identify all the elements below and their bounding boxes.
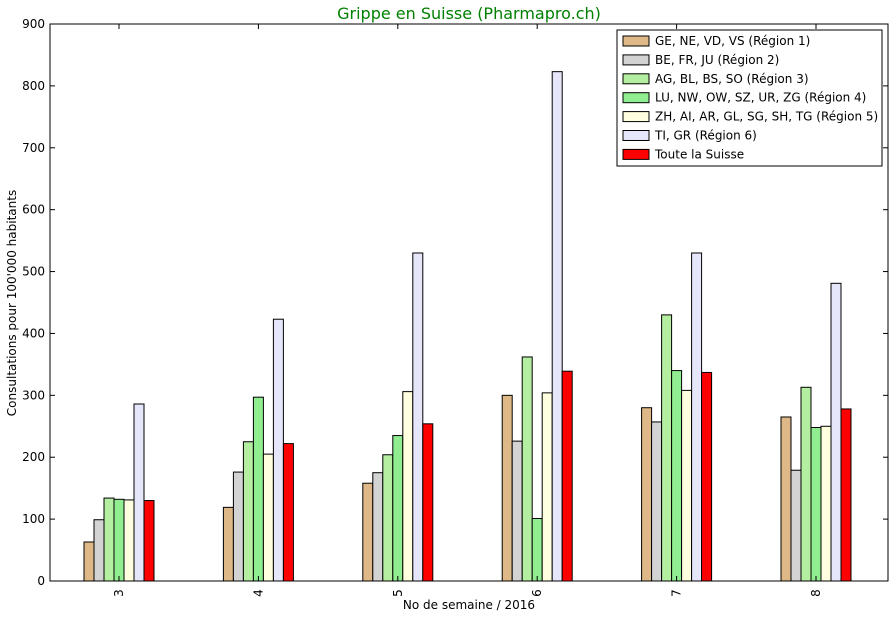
y-tick-label: 100 [22, 512, 45, 526]
bar-series7-week-7 [701, 371, 713, 582]
legend-label: LU, NW, OW, SZ, UR, ZG (Région 4) [655, 91, 866, 105]
bar-series5-week-8 [820, 425, 832, 582]
bar-series4-week-6 [531, 517, 543, 582]
bar-series5-week-3 [123, 499, 135, 582]
ticks-group: 0 100 200 300 400 500 600 700 800 900 3 4 5 6 7 8 [22, 17, 888, 597]
legend-label: TI, GR (Région 6) [654, 129, 757, 143]
bar-series1-week-8 [780, 416, 792, 582]
chart-title: Grippe en Suisse (Pharmapro.ch) [337, 4, 601, 23]
bar-series1-week-7 [641, 407, 653, 582]
bar-series3-week-7 [661, 314, 673, 582]
bar-series6-week-4 [272, 318, 284, 582]
bar-series6-week-7 [691, 252, 703, 582]
bar-series2-week-3 [93, 519, 105, 582]
x-tick-label: 4 [251, 589, 265, 597]
y-tick-label: 600 [22, 203, 45, 217]
y-tick-label: 0 [37, 574, 45, 588]
legend-swatch [622, 54, 650, 66]
y-tick-label: 400 [22, 326, 45, 340]
bar-series7-week-6 [561, 370, 573, 582]
bar-series3-week-5 [382, 454, 394, 582]
bar-series4-week-7 [671, 370, 683, 582]
bar-series6-week-5 [412, 252, 424, 582]
legend-label: Toute la Suisse [654, 147, 744, 161]
bar-series1-week-4 [222, 506, 234, 582]
y-tick-label: 200 [22, 450, 45, 464]
x-tick-label: 5 [391, 589, 405, 597]
y-tick-label: 700 [22, 141, 45, 155]
legend-label: BE, FR, JU (Région 2) [655, 53, 779, 67]
bar-series7-week-3 [143, 500, 155, 582]
x-tick-label: 8 [809, 589, 823, 597]
y-axis-label: Consultations pour 100'000 habitants [5, 190, 19, 416]
x-tick-label: 3 [112, 589, 126, 597]
bar-series7-week-5 [422, 423, 434, 582]
x-tick-label: 6 [530, 589, 544, 597]
legend-swatch [622, 35, 650, 47]
y-tick-label: 300 [22, 388, 45, 402]
bar-series2-week-8 [790, 469, 802, 582]
x-axis-label: No de semaine / 2016 [403, 598, 535, 612]
bar-series3-week-4 [242, 441, 254, 582]
legend-swatch [622, 73, 650, 85]
bar-series5-week-5 [402, 391, 414, 582]
legend-swatch [622, 130, 650, 141]
bar-series6-week-6 [551, 71, 563, 582]
bar-series5-week-4 [262, 453, 274, 582]
bar-series4-week-4 [252, 396, 264, 582]
legend-swatch [622, 111, 650, 123]
bar-series1-week-6 [501, 394, 513, 582]
legend-box [616, 29, 883, 167]
bar-series2-week-5 [372, 472, 384, 582]
legend-label: AG, BL, BS, SO (Région 3) [655, 72, 809, 86]
legend-swatch [622, 92, 650, 104]
legend-swatch [622, 148, 650, 160]
x-tick-label: 7 [670, 589, 684, 597]
bar-series7-week-8 [840, 408, 852, 582]
bar-series6-week-3 [133, 403, 145, 582]
bar-series1-week-5 [362, 482, 374, 582]
bar-series5-week-7 [681, 389, 693, 582]
bar-series4-week-8 [810, 427, 822, 582]
legend: GE, NE, VD, VS (Région 1) BE, FR, JU (Rég… [616, 29, 883, 167]
bar-series7-week-4 [282, 443, 294, 582]
bar-series4-week-5 [392, 435, 404, 582]
bar-series3-week-6 [521, 356, 533, 582]
plot-frame [49, 23, 889, 582]
bar-series3-week-8 [800, 386, 812, 582]
legend-label: ZH, AI, AR, GL, SG, SH, TG (Région 5) [655, 110, 878, 124]
bar-series1-week-3 [83, 541, 95, 582]
y-tick-label: 500 [22, 265, 45, 279]
bar-series4-week-3 [113, 498, 125, 582]
y-tick-label: 900 [22, 17, 45, 31]
y-tick-label: 800 [22, 79, 45, 93]
legend-label: GE, NE, VD, VS (Région 1) [655, 34, 810, 48]
bar-series6-week-8 [830, 282, 842, 582]
bar-series3-week-3 [103, 497, 115, 582]
bar-series2-week-6 [511, 440, 523, 582]
bar-series5-week-6 [541, 392, 553, 582]
bar-series2-week-7 [651, 421, 663, 582]
bar-series2-week-4 [232, 471, 244, 582]
